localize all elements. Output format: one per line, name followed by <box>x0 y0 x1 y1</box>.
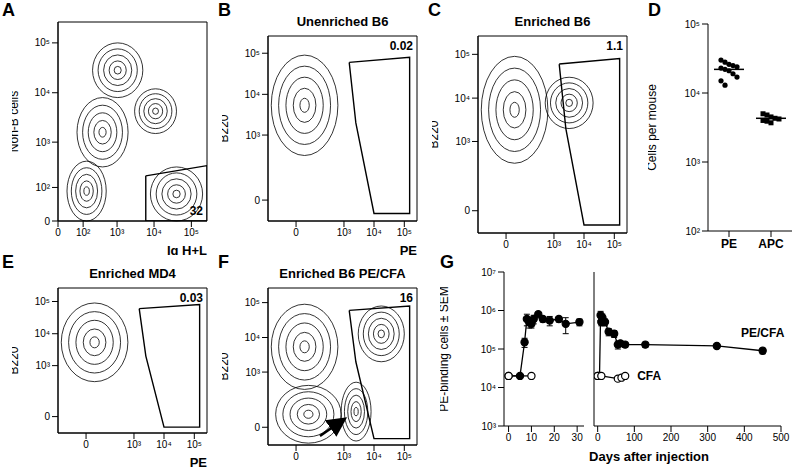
svg-text:10³: 10³ <box>482 421 497 432</box>
svg-text:10⁴: 10⁴ <box>35 87 50 98</box>
svg-text:B220: B220 <box>222 352 231 380</box>
html-text:Unenriched B6: Unenriched B6 <box>296 14 389 29</box>
svg-text:0: 0 <box>44 216 50 227</box>
svg-text:10⁵: 10⁵ <box>187 439 202 450</box>
svg-text:10⁵: 10⁵ <box>245 48 260 59</box>
svg-text:10⁴: 10⁴ <box>146 227 161 238</box>
svg-text:B220: B220 <box>12 346 21 374</box>
svg-text:PE/CFA: PE/CFA <box>741 326 785 340</box>
html-text:1.1: 1.1 <box>606 39 623 53</box>
svg-text:10³: 10³ <box>110 227 125 238</box>
html-text:0.02: 0.02 <box>389 39 413 53</box>
svg-text:100: 100 <box>626 432 643 443</box>
svg-text:10⁴: 10⁴ <box>366 451 381 462</box>
svg-text:10³: 10³ <box>547 239 562 250</box>
svg-text:B220: B220 <box>432 120 441 148</box>
svg-text:10⁴: 10⁴ <box>685 88 700 99</box>
svg-text:10⁴: 10⁴ <box>455 93 470 104</box>
svg-text:PE: PE <box>400 243 418 255</box>
svg-text:10⁵: 10⁵ <box>184 227 199 238</box>
svg-text:10³: 10³ <box>246 367 261 378</box>
svg-text:10⁴: 10⁴ <box>366 227 381 238</box>
svg-text:APC: APC <box>758 237 784 251</box>
html-text:A: A <box>2 0 15 20</box>
svg-text:10³: 10³ <box>456 136 471 147</box>
svg-text:10²: 10² <box>36 182 51 193</box>
svg-text:20: 20 <box>549 432 561 443</box>
html-text:C: C <box>428 0 441 20</box>
svg-text:200: 200 <box>663 432 680 443</box>
svg-text:0: 0 <box>293 451 299 462</box>
svg-text:0: 0 <box>44 411 50 422</box>
html-text:G: G <box>440 252 454 272</box>
html-text:Enriched MD4: Enriched MD4 <box>89 266 176 281</box>
html-text:16: 16 <box>399 291 413 305</box>
html-text:F: F <box>218 252 229 272</box>
svg-text:0: 0 <box>254 422 260 433</box>
svg-text:10⁴: 10⁴ <box>576 239 591 250</box>
svg-text:10⁵: 10⁵ <box>455 49 470 60</box>
svg-text:10⁵: 10⁵ <box>397 227 412 238</box>
html-text:Enriched B6: Enriched B6 <box>514 14 591 29</box>
svg-text:300: 300 <box>699 432 716 443</box>
svg-text:0: 0 <box>595 432 601 443</box>
svg-text:10⁶: 10⁶ <box>481 305 496 316</box>
svg-text:10³: 10³ <box>686 157 701 168</box>
svg-text:0: 0 <box>83 439 89 450</box>
svg-text:10⁵: 10⁵ <box>35 296 50 307</box>
svg-text:0: 0 <box>464 205 470 216</box>
svg-text:Non-B cells: Non-B cells <box>12 91 21 152</box>
svg-text:10³: 10³ <box>36 137 51 148</box>
svg-text:10⁴: 10⁴ <box>156 439 171 450</box>
svg-text:Ig H+L: Ig H+L <box>167 243 207 255</box>
html-text:Days after injection: Days after injection <box>589 449 709 464</box>
svg-text:0: 0 <box>55 227 61 238</box>
svg-text:PE: PE <box>721 237 737 251</box>
svg-text:10³: 10³ <box>337 451 352 462</box>
html-text:B: B <box>218 0 231 20</box>
svg-text:500: 500 <box>773 432 790 443</box>
svg-text:10⁴: 10⁴ <box>481 382 496 393</box>
svg-text:0: 0 <box>254 195 260 206</box>
svg-text:10³: 10³ <box>36 360 51 371</box>
svg-text:10⁵: 10⁵ <box>607 239 622 250</box>
svg-text:PE-binding cells ± SEM: PE-binding cells ± SEM <box>440 286 451 411</box>
svg-text:10⁴: 10⁴ <box>245 332 260 343</box>
html-text:Enriched B6 PE/CFA: Enriched B6 PE/CFA <box>279 266 406 281</box>
svg-text:CFA: CFA <box>637 369 661 383</box>
svg-text:0: 0 <box>506 432 512 443</box>
svg-text:Cells per mouse: Cells per mouse <box>648 84 659 171</box>
html-text:E: E <box>2 252 14 272</box>
svg-text:30: 30 <box>572 432 584 443</box>
svg-text:10³: 10³ <box>246 130 261 141</box>
svg-text:10⁵: 10⁵ <box>481 344 496 355</box>
svg-text:10³: 10³ <box>127 439 142 450</box>
svg-text:10⁵: 10⁵ <box>245 297 260 308</box>
svg-text:10²: 10² <box>686 226 701 237</box>
svg-text:10⁷: 10⁷ <box>481 267 496 278</box>
html-text:D: D <box>648 0 661 20</box>
svg-text:0: 0 <box>503 239 509 250</box>
html-text:32: 32 <box>189 204 203 218</box>
svg-text:PE: PE <box>190 455 208 467</box>
svg-text:10⁴: 10⁴ <box>35 328 50 339</box>
svg-text:10⁵: 10⁵ <box>35 37 50 48</box>
svg-text:10⁴: 10⁴ <box>245 89 260 100</box>
svg-text:400: 400 <box>736 432 753 443</box>
svg-text:B220: B220 <box>222 114 231 142</box>
svg-text:10³: 10³ <box>337 227 352 238</box>
svg-text:0: 0 <box>293 227 299 238</box>
svg-text:10: 10 <box>526 432 538 443</box>
html-text:0.03: 0.03 <box>179 291 203 305</box>
svg-text:10⁵: 10⁵ <box>397 451 412 462</box>
svg-text:10⁵: 10⁵ <box>685 19 700 30</box>
svg-text:10²: 10² <box>76 227 91 238</box>
